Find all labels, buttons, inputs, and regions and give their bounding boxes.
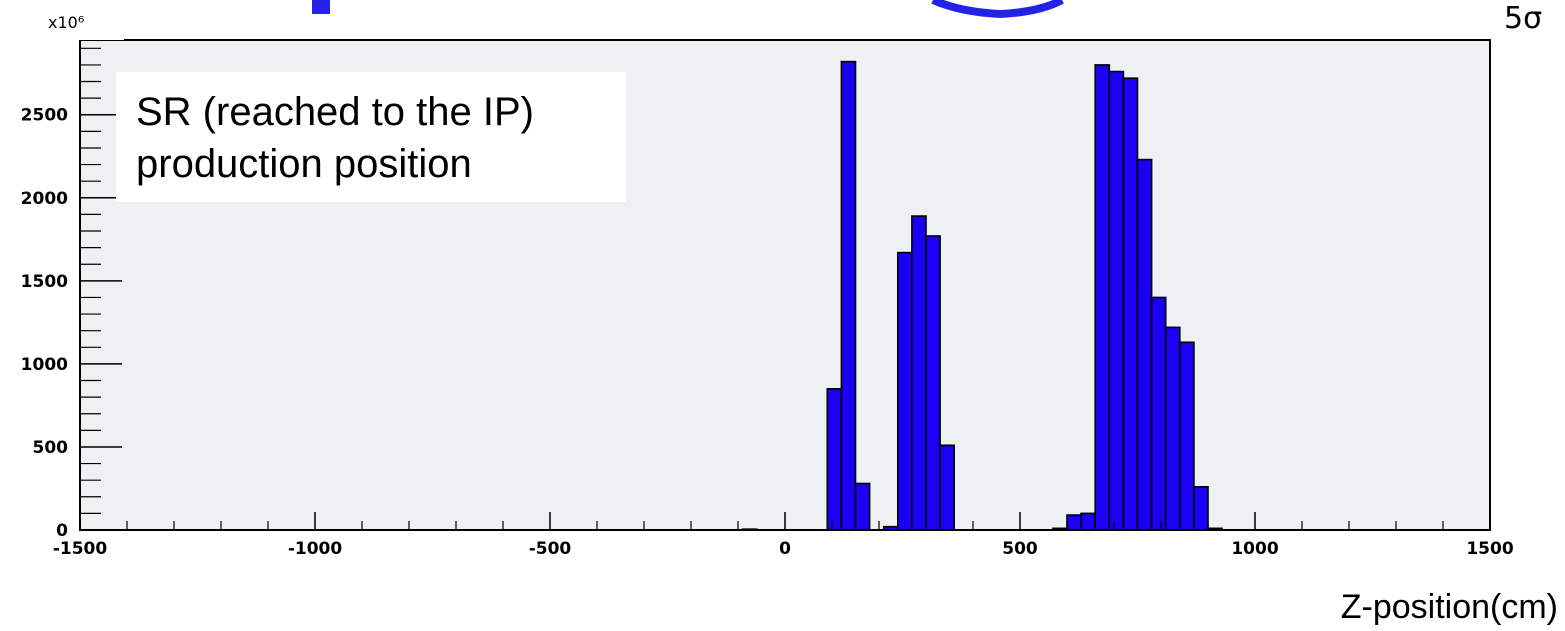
histogram-bar [1108,70,1125,531]
x-tick-label: 1000 [1231,539,1278,559]
multiplier-label-background [36,4,124,40]
histogram-bar [896,251,913,531]
x-tick-label: 0 [779,539,791,559]
cropped-heading-fragment [312,0,330,14]
histogram-bar [939,444,955,531]
histogram-bar [840,60,857,531]
x-tick-label: -500 [529,539,572,559]
histogram-bar [1179,341,1195,531]
histogram-bar [1193,486,1209,531]
histogram-bar [854,482,871,531]
histogram-bar [1164,326,1181,531]
legend-line-2: production position [136,142,472,186]
histogram-bar [925,235,941,531]
y-tick-label: 1000 [21,355,68,375]
y-tick-label: 2000 [21,189,68,209]
histogram-bar [911,215,927,531]
histogram-bar [1150,296,1167,531]
x-tick-label: -1000 [288,539,343,559]
x-tick-label: 1500 [1466,539,1513,559]
legend-line-1: SR (reached to the IP) [136,90,534,134]
y-tick-label: 1500 [21,272,68,292]
y-tick-label: 0 [56,521,68,541]
histogram-bar [1080,512,1096,531]
histogram-bar [1066,514,1082,531]
corner-sigma-label: 5σ [1504,1,1542,36]
histogram-bar [826,388,843,531]
x-tick-label: -1500 [53,539,108,559]
legend-box [116,72,626,202]
y-tick-label: 500 [33,438,69,458]
x-tick-label: 500 [1002,539,1038,559]
cropped-heading-fragment [931,0,1064,19]
x-axis-title: Z-position(cm) [1341,588,1558,626]
histogram-bar [1094,64,1111,531]
y-tick-labels: 0 500 1000 1500 2000 2500 [21,106,68,541]
y-multiplier-label: x10⁶ [48,13,84,32]
x-tick-labels: -1500 -1000 -500 0 500 1000 1500 [53,539,1514,559]
histogram-bar [1136,158,1153,531]
axis-ticks [79,47,1491,531]
y-tick-label: 2500 [21,106,68,126]
histogram-bar [1122,77,1139,531]
